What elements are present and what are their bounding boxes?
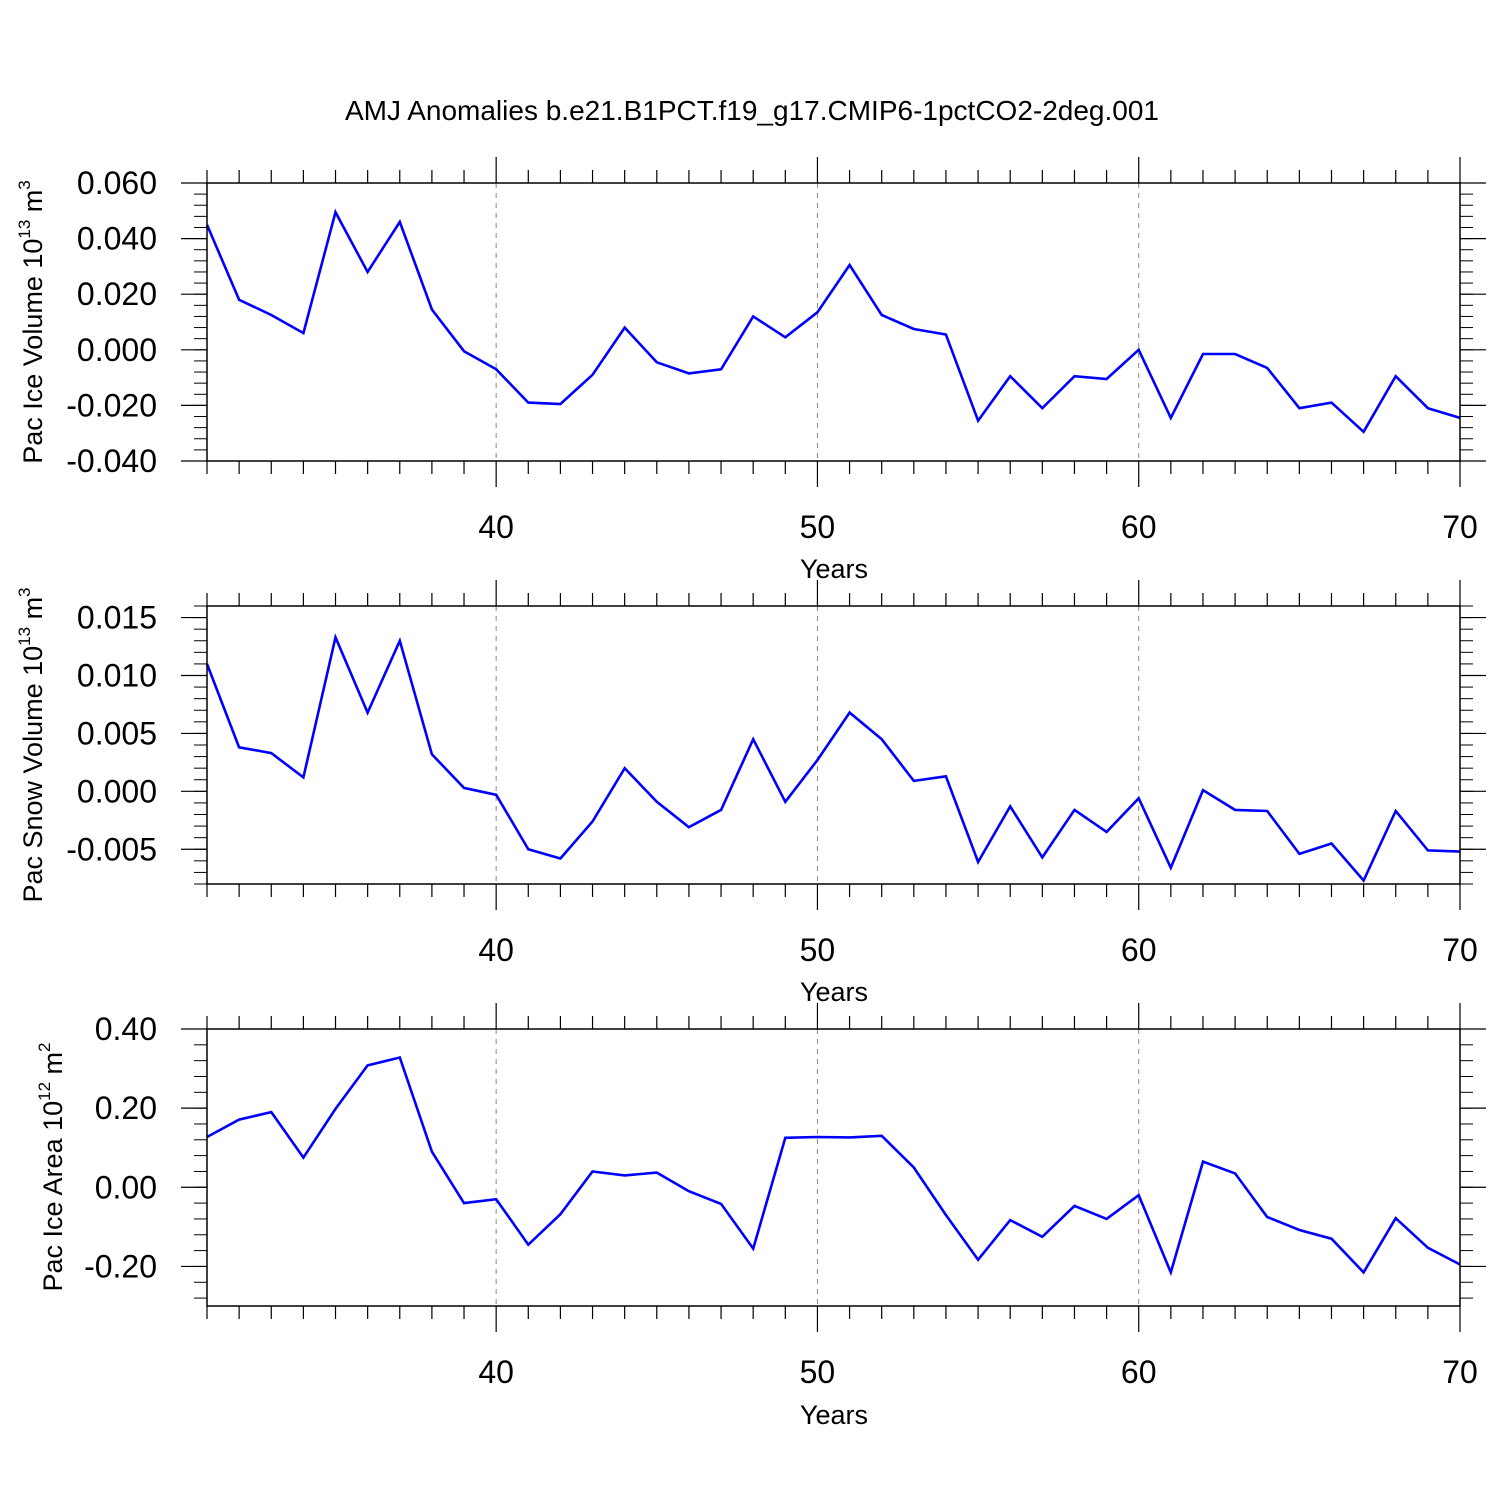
chart-title: AMJ Anomalies b.e21.B1PCT.f19_g17.CMIP6-…: [345, 95, 1159, 126]
panel-snow-volume-ylabel: Pac Snow Volume 1013 m3: [15, 587, 48, 902]
x-tick-label: 50: [800, 932, 836, 968]
ylabel-exponent: 13: [15, 627, 34, 646]
panel-ice-volume-series-line: [205, 208, 1461, 434]
panel-snow-volume-frame: [206, 605, 1461, 885]
panel-ice-area-ticks: 40 50 60 70 -0.20 0.00 0.20 0.40: [84, 1003, 1486, 1390]
panel-ice-volume-frame: [206, 182, 1461, 462]
ylabel-unit-exponent: 3: [15, 587, 34, 596]
panel-snow-volume-series-line: [205, 633, 1461, 883]
y-tick-label: 0.20: [95, 1090, 157, 1126]
ylabel-unit-exponent: 3: [15, 180, 34, 189]
x-tick-label: 40: [478, 932, 514, 968]
y-tick-label: -0.020: [66, 387, 157, 423]
panel-ice-area-ylabel: Pac Ice Area 1012 m2: [35, 1042, 68, 1291]
panel-ice-volume: 40 50 60 70 -0.040 -0.020 0.000 0.020 0.040 0.060…: [15, 157, 1486, 584]
panel-ice-volume-xlabel: Years: [800, 554, 868, 584]
panel-ice-area: 40 50 60 70 -0.20 0.00 0.20 0.40 Years Pac Ice …: [35, 1003, 1486, 1430]
x-tick-label: 50: [800, 1354, 836, 1390]
y-tick-label: 0.40: [95, 1011, 157, 1047]
y-tick-label: 0.005: [77, 715, 157, 751]
y-tick-label: 0.015: [77, 600, 157, 636]
panel-snow-volume-ticks: 40 50 60 70 -0.005 0.000 0.005 0.010 0.015: [66, 580, 1486, 968]
ylabel-unit: m: [18, 597, 48, 627]
x-tick-label: 70: [1442, 1354, 1478, 1390]
ylabel-prefix: Pac Ice Volume 10: [18, 239, 48, 464]
panel-ice-volume-ylabel: Pac Ice Volume 1013 m3: [15, 180, 48, 464]
x-tick-label: 60: [1121, 932, 1157, 968]
panel-ice-volume-ticks: 40 50 60 70 -0.040 -0.020 0.000 0.020 0.040 0.060: [66, 157, 1486, 545]
x-tick-label: 70: [1442, 509, 1478, 545]
x-tick-label: 50: [800, 509, 836, 545]
ylabel-exponent: 13: [15, 220, 34, 239]
panel-snow-volume: 40 50 60 70 -0.005 0.000 0.005 0.010 0.015 Years…: [15, 580, 1486, 1007]
y-tick-label: 0.060: [77, 165, 157, 201]
panel-snow-volume-grid: [495, 606, 1140, 884]
x-tick-label: 40: [478, 509, 514, 545]
y-tick-label: -0.005: [66, 831, 157, 867]
x-tick-label: 60: [1121, 1354, 1157, 1390]
ylabel-unit-exponent: 2: [35, 1042, 54, 1051]
x-tick-label: 40: [478, 1354, 514, 1390]
y-tick-label: 0.010: [77, 658, 157, 694]
panel-ice-area-grid: [495, 1029, 1140, 1306]
y-tick-label: 0.000: [77, 773, 157, 809]
y-tick-label: -0.20: [84, 1248, 157, 1284]
ylabel-exponent: 12: [35, 1082, 54, 1101]
y-tick-label: 0.00: [95, 1169, 157, 1205]
x-tick-label: 70: [1442, 932, 1478, 968]
y-tick-label: 0.000: [77, 332, 157, 368]
ylabel-unit: m: [38, 1052, 68, 1082]
ylabel-prefix: Pac Snow Volume 10: [18, 646, 48, 903]
y-tick-label: 0.020: [77, 276, 157, 312]
y-tick-label: -0.040: [66, 443, 157, 479]
panel-ice-area-xlabel: Years: [800, 1400, 868, 1430]
panel-ice-area-series-line: [206, 1055, 1461, 1277]
y-tick-label: 0.040: [77, 221, 157, 257]
ylabel-prefix: Pac Ice Area 10: [38, 1101, 68, 1292]
ylabel-unit: m: [18, 190, 48, 220]
panel-ice-area-frame: [206, 1028, 1461, 1307]
panel-snow-volume-xlabel: Years: [800, 977, 868, 1007]
panel-ice-volume-grid: [495, 183, 1140, 461]
x-tick-label: 60: [1121, 509, 1157, 545]
